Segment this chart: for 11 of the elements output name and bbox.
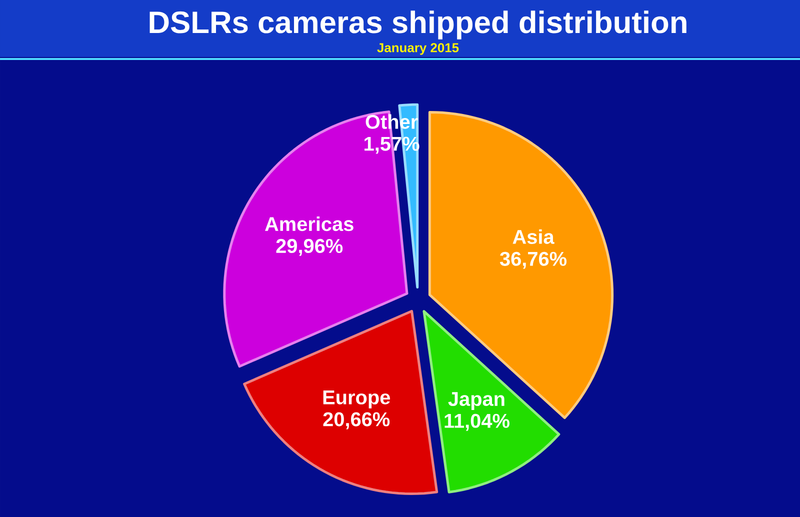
slice-label: Japan — [448, 392, 504, 410]
data-label: 11,04% — [444, 414, 510, 431]
slice-label: Americas — [264, 216, 354, 232]
data-label: 36,76% — [500, 252, 567, 269]
slice-label: Asia — [512, 229, 554, 244]
data-label: 20,66% — [323, 412, 390, 430]
slice-label: Europe — [323, 390, 390, 408]
chart-subtitle: January 2015 — [377, 43, 459, 55]
slice-label: Other — [366, 114, 418, 129]
data-label: 29,96% — [276, 238, 343, 256]
chart-title: DSLRs cameras shipped distribution — [150, 10, 686, 40]
